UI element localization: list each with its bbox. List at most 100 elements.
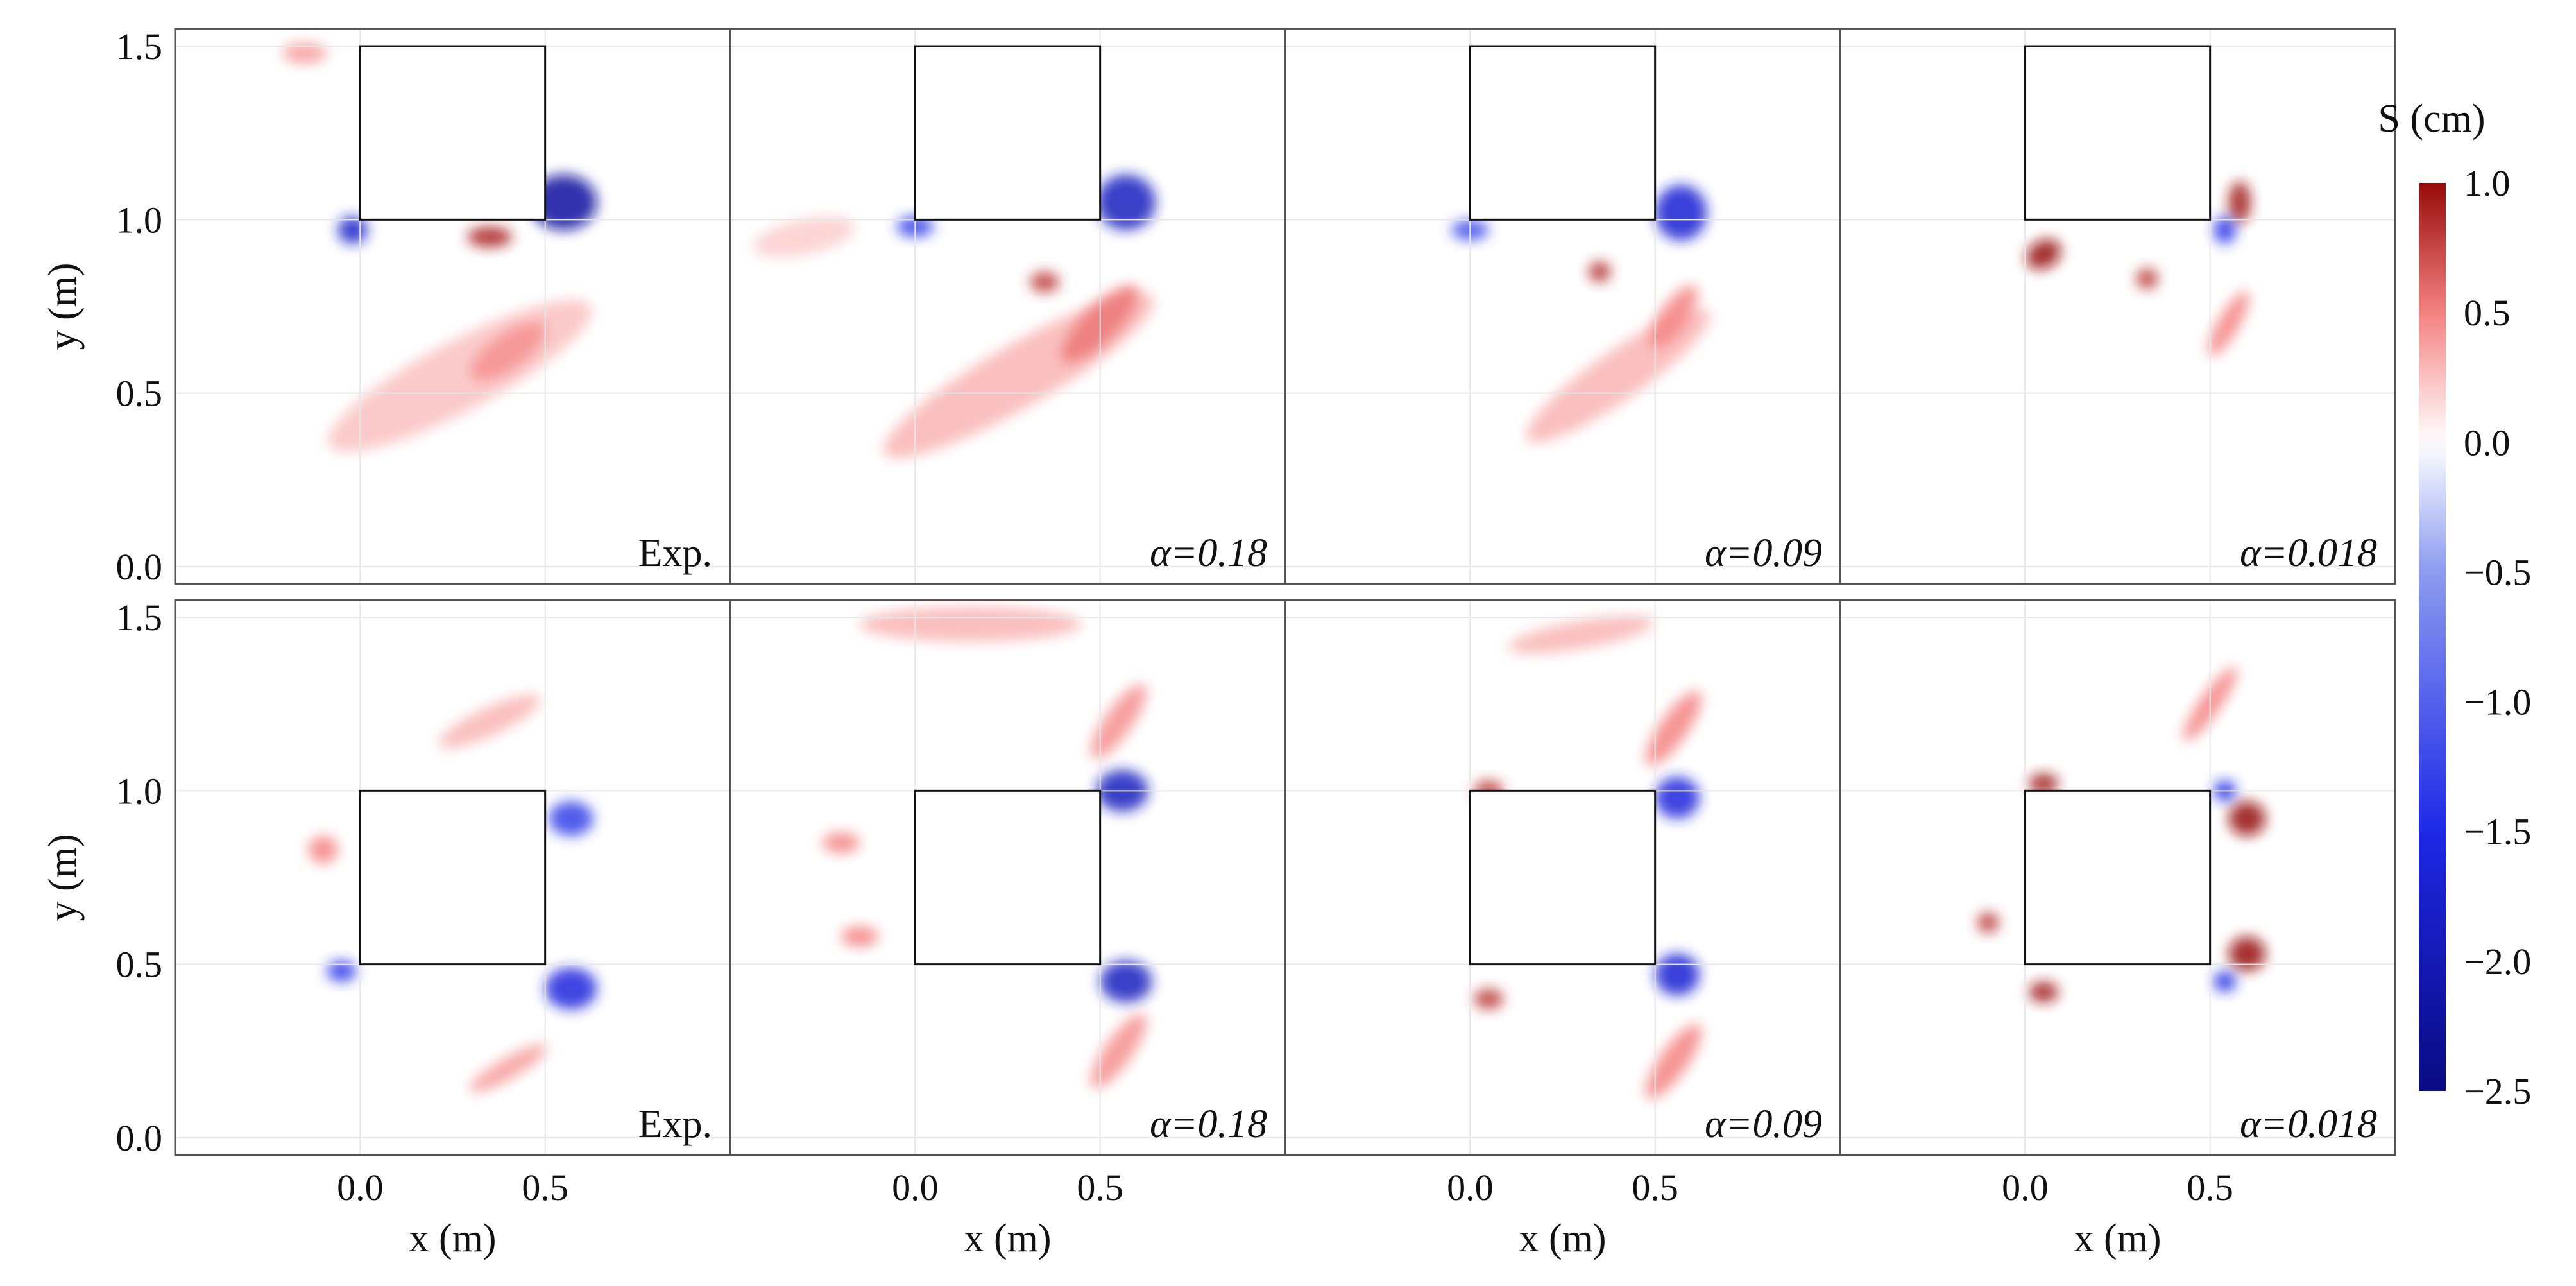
x-axis-label: x (m) bbox=[1519, 1217, 1606, 1260]
field-patch bbox=[2208, 291, 2249, 357]
field-patch bbox=[1508, 615, 1654, 654]
obstacle-box bbox=[2024, 45, 2212, 221]
field-patch bbox=[1588, 261, 1611, 282]
field-patch bbox=[2026, 239, 2061, 270]
field-patch bbox=[859, 606, 1082, 642]
field-patch bbox=[1030, 271, 1060, 293]
field-patch bbox=[1655, 776, 1700, 819]
panel-label: α=0.09 bbox=[1705, 531, 1822, 575]
field-layer bbox=[2026, 181, 2251, 357]
field-patch bbox=[530, 175, 597, 230]
y-tick-label: 1.0 bbox=[116, 770, 163, 812]
obstacle-box bbox=[2024, 789, 2212, 966]
panel-r0-c2: α=0.09 bbox=[1284, 28, 1841, 585]
colorbar: S (cm) 1.0 0.5 0.0 −0.5 −1.0 −1.5 −2.0 −2.5 bbox=[2378, 97, 2531, 1112]
field-patch bbox=[1091, 1013, 1147, 1088]
field-patch bbox=[545, 968, 597, 1009]
panel-r0-c1: α=0.18 bbox=[729, 28, 1286, 585]
field-patch bbox=[1646, 1024, 1702, 1099]
field-patch bbox=[2213, 216, 2237, 244]
panel-r1-c3: α=0.018 bbox=[1839, 599, 2396, 1156]
obstacle-box bbox=[359, 789, 547, 966]
axes: 0.0 0.5 1.0 1.5 y (m) 0.0 0.5 1.0 1.5 y (m) 0.0 0.5… bbox=[41, 26, 2233, 1260]
panel-frame bbox=[1839, 28, 2396, 585]
x-tick-label: 0.5 bbox=[522, 1167, 568, 1208]
panel-frame bbox=[1839, 599, 2396, 1156]
obstacle-box bbox=[359, 45, 547, 221]
panel-label: α=0.18 bbox=[1150, 1102, 1267, 1146]
x-tick-label: 0.0 bbox=[1447, 1167, 1494, 1208]
field-patch bbox=[549, 801, 593, 836]
field-patch bbox=[470, 322, 546, 381]
panel-label: Exp. bbox=[638, 1102, 712, 1146]
panel-r1-c0: Exp. bbox=[174, 599, 731, 1156]
y-tick-label: 0.0 bbox=[116, 546, 163, 588]
colorbar-tick-label: 0.0 bbox=[2464, 422, 2511, 463]
obstacle-box bbox=[1469, 789, 1657, 966]
obstacle-box bbox=[1469, 45, 1657, 221]
field-patch bbox=[282, 42, 327, 64]
field-patch bbox=[327, 961, 357, 982]
field-patch bbox=[308, 836, 338, 864]
field-layer bbox=[282, 42, 597, 452]
field-patch bbox=[469, 1044, 547, 1093]
colorbar-tick-label: 0.5 bbox=[2464, 292, 2511, 334]
field-patch bbox=[439, 694, 541, 748]
colorbar-tick-label: 1.0 bbox=[2464, 162, 2511, 204]
panel-r1-c1: α=0.18 bbox=[729, 599, 1286, 1156]
field-patch bbox=[841, 926, 878, 947]
field-patch bbox=[1091, 684, 1147, 759]
field-patch bbox=[1655, 954, 1700, 996]
field-patch bbox=[1096, 175, 1156, 230]
field-patch bbox=[2029, 773, 2059, 794]
colorbar-title: S (cm) bbox=[2378, 97, 2485, 141]
colorbar-tick-label: −0.5 bbox=[2464, 551, 2531, 593]
field-patch bbox=[1646, 691, 1702, 766]
panel-label: α=0.18 bbox=[1150, 531, 1267, 575]
field-patch bbox=[823, 832, 860, 853]
y-tick-label: 0.5 bbox=[116, 373, 163, 415]
field-patch bbox=[2228, 181, 2251, 223]
y-tick-label: 1.0 bbox=[116, 199, 163, 241]
field-patch bbox=[1655, 185, 1707, 241]
x-axis-label: x (m) bbox=[409, 1217, 496, 1260]
colorbar-scale bbox=[2419, 183, 2446, 1091]
y-tick-label: 1.5 bbox=[116, 597, 163, 639]
field-patch bbox=[1474, 988, 1504, 1009]
panel-label: α=0.018 bbox=[2240, 1102, 2377, 1146]
panel-r0-c0: Exp. bbox=[174, 28, 731, 585]
field-patch bbox=[2029, 981, 2059, 1003]
field-patch bbox=[1649, 285, 1698, 348]
colorbar-tick-label: −1.5 bbox=[2464, 811, 2531, 853]
x-tick-label: 0.0 bbox=[2002, 1167, 2049, 1208]
x-tick-label: 0.0 bbox=[892, 1167, 939, 1208]
x-tick-label: 0.0 bbox=[337, 1167, 384, 1208]
panel-label: α=0.09 bbox=[1705, 1102, 1822, 1146]
colorbar-tick-label: −2.5 bbox=[2464, 1070, 2531, 1112]
field-patch bbox=[1977, 912, 1999, 933]
y-axis-label: y (m) bbox=[41, 834, 85, 921]
field-patch bbox=[2228, 936, 2266, 972]
field-layer bbox=[308, 694, 597, 1093]
field-patch bbox=[467, 227, 512, 248]
y-tick-label: 0.5 bbox=[116, 944, 163, 986]
obstacle-box bbox=[914, 45, 1102, 221]
x-axis-label: x (m) bbox=[2074, 1217, 2161, 1260]
field-patch bbox=[2213, 971, 2237, 992]
colorbar-tick-label: −1.0 bbox=[2464, 682, 2531, 723]
panel-label: α=0.018 bbox=[2240, 531, 2377, 575]
x-axis-label: x (m) bbox=[964, 1217, 1051, 1260]
obstacle-box bbox=[914, 789, 1102, 966]
colorbar-tick-label: −2.0 bbox=[2464, 941, 2531, 982]
x-tick-label: 0.5 bbox=[1077, 1167, 1123, 1208]
field-patch bbox=[2228, 801, 2266, 836]
field-layer bbox=[1451, 185, 1710, 443]
panel-r0-c3: α=0.018 bbox=[1839, 28, 2396, 585]
x-tick-label: 0.5 bbox=[1632, 1167, 1678, 1208]
field-patch bbox=[753, 217, 855, 257]
x-tick-label: 0.5 bbox=[2187, 1167, 2233, 1208]
panel-grid: Exp. α=0.18 α=0.09 α=0.018 Exp. α=0.18 α=0.09 α… bbox=[174, 28, 2396, 1156]
panel-label: Exp. bbox=[638, 531, 712, 575]
y-tick-label: 0.0 bbox=[116, 1117, 163, 1159]
